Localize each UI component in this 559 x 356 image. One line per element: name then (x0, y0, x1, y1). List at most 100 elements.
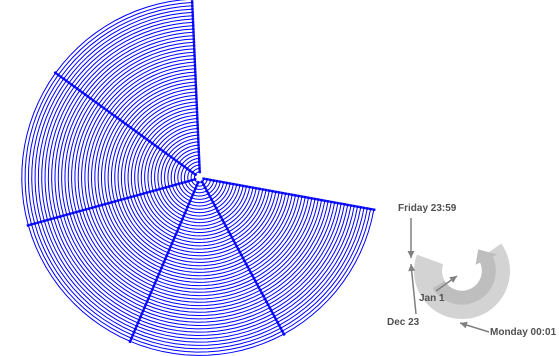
day-boundary-tick (93, 100, 98, 105)
spiral-week-segment (134, 111, 264, 244)
day-boundary-tick (208, 178, 213, 182)
spiral-week-segment (150, 128, 247, 227)
day-boundary-tick (75, 86, 80, 91)
day-boundary-tick (80, 208, 85, 212)
day-boundary-tick (309, 196, 314, 200)
day-boundary-tick (368, 207, 373, 211)
day-boundary-tick (260, 291, 264, 296)
day-boundary-tick (264, 188, 268, 192)
day-boundary-tick (180, 217, 185, 222)
day-boundary-tick (131, 127, 136, 132)
day-boundary-tick (244, 184, 249, 188)
day-boundary-tick (100, 203, 104, 207)
day-boundary-tick (99, 104, 104, 109)
jan-1-arrow-head (449, 276, 457, 283)
day-boundary-tick (181, 214, 186, 219)
day-boundary-tick (227, 229, 231, 234)
day-boundary-tick (205, 177, 209, 181)
day-boundary-tick (58, 74, 63, 79)
day-boundary-tick (250, 273, 255, 278)
day-boundary-tick (190, 170, 195, 175)
day-boundary-tick (163, 151, 168, 155)
day-boundary-tick (170, 241, 174, 246)
spiral-week-segment (117, 94, 280, 260)
day-boundary-tick (39, 220, 43, 224)
day-boundary-tick (138, 314, 143, 319)
day-boundary-tick (241, 256, 245, 260)
day-boundary-tick (93, 205, 98, 209)
spiral-week-segment (154, 131, 244, 224)
day-boundary-tick (80, 90, 85, 95)
spiral-week-segment (81, 58, 316, 297)
day-boundary-tick (175, 229, 179, 234)
day-boundary-tick (69, 82, 74, 87)
day-boundary-tick (205, 188, 209, 193)
day-boundary-tick (278, 326, 283, 331)
day-boundary-tick (169, 155, 174, 159)
spiral-week-segment (21, 0, 375, 356)
day-boundary-tick (202, 177, 206, 181)
day-boundary-tick (316, 198, 321, 201)
day-boundary-tick (96, 204, 101, 208)
day-boundary-tick (90, 206, 95, 210)
day-boundary-tick (107, 110, 112, 114)
spiral-week-segment (137, 114, 260, 240)
day-boundary-tick (362, 206, 366, 210)
spiral-week-segment (174, 151, 225, 204)
day-boundary-tick (187, 168, 192, 173)
day-boundary-tick (290, 193, 294, 197)
day-boundary-tick (123, 121, 128, 126)
day-boundary-tick (189, 195, 194, 200)
day-boundary-tick (106, 201, 111, 205)
spiral-week-segment (87, 64, 309, 290)
day-boundary-tick (280, 329, 285, 334)
day-boundary-tick (52, 216, 56, 220)
day-boundary-tick (116, 199, 120, 203)
day-boundary-tick (150, 287, 155, 292)
day-boundary-tick (267, 305, 272, 310)
day-boundary-tick (61, 214, 66, 218)
day-boundary-tick (256, 285, 261, 290)
day-boundary-tick (145, 299, 149, 304)
day-boundary-tick (244, 261, 248, 266)
day-boundary-tick (154, 278, 158, 283)
day-boundary-tick (266, 302, 270, 307)
day-boundary-tick (185, 166, 190, 171)
spiral-week-segment (167, 144, 231, 210)
day-boundary-tick (151, 189, 156, 193)
spiral-week-segment (74, 51, 323, 303)
day-boundary-tick (139, 133, 144, 138)
day-boundary-tick (77, 88, 82, 93)
spiral-week-segment (64, 41, 332, 313)
day-boundary-tick (303, 195, 308, 199)
day-boundary-tick (67, 80, 72, 85)
day-boundary-tick (174, 232, 178, 237)
spiral-week-segment (54, 31, 342, 323)
day-boundary-tick (142, 135, 147, 140)
day-boundary-tick (61, 76, 66, 81)
day-boundary-tick (154, 188, 159, 192)
day-boundary-tick (74, 210, 79, 214)
day-boundary-tick (174, 158, 179, 163)
spiral-week-segment (140, 118, 257, 237)
day-boundary-tick (144, 137, 149, 142)
day-boundary-tick (140, 311, 144, 316)
day-boundary-tick (147, 293, 152, 298)
day-boundary-tick (29, 222, 34, 226)
spiral-week-segment (67, 45, 329, 310)
day-boundary-tick (253, 279, 258, 284)
day-boundary-tick (186, 179, 191, 183)
day-boundary-tick (192, 189, 196, 194)
day-boundary-tick (88, 96, 93, 101)
day-boundary-tick (91, 98, 96, 103)
day-boundary-tick (135, 193, 140, 197)
spiral-week-segment (44, 21, 352, 333)
day-boundary-tick (191, 192, 195, 197)
day-boundary-tick (251, 186, 255, 190)
day-boundary-tick (252, 276, 256, 281)
day-boundary-tick (270, 189, 275, 193)
day-boundary-tick (71, 211, 75, 215)
spiral-week-segment (127, 104, 270, 250)
day-boundary-tick (239, 253, 244, 258)
day-boundary-tick (238, 250, 242, 255)
